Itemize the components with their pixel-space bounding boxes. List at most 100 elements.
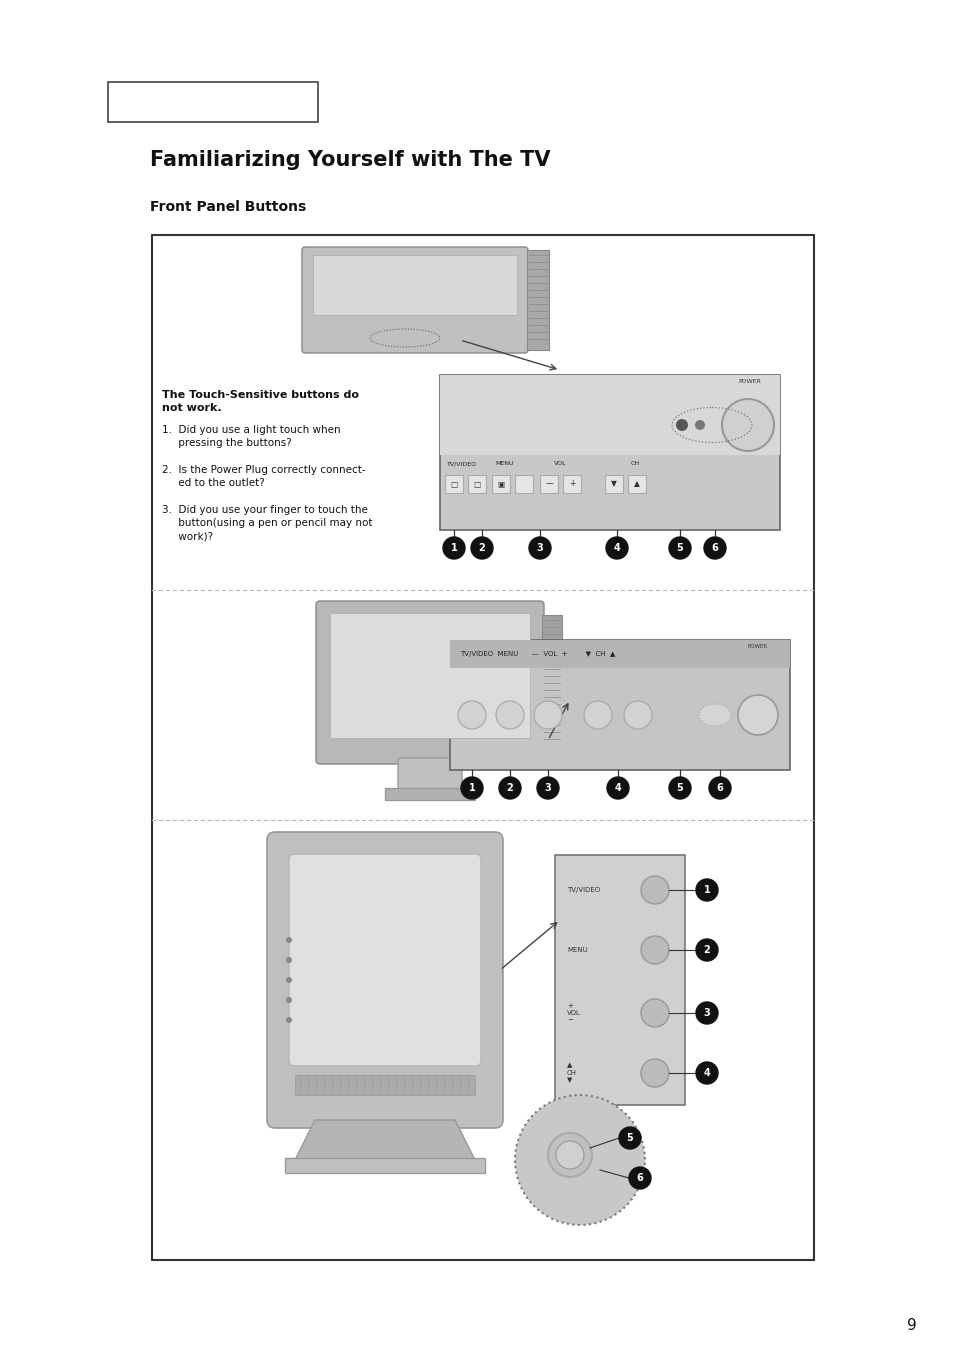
Text: 3: 3 [536, 543, 543, 553]
Circle shape [496, 701, 523, 730]
Bar [108, 82, 317, 122]
Circle shape [286, 957, 292, 963]
Circle shape [556, 1142, 583, 1169]
Text: 5: 5 [676, 784, 682, 793]
Circle shape [457, 701, 485, 730]
Circle shape [696, 939, 718, 961]
Text: 2: 2 [506, 784, 513, 793]
Circle shape [618, 1127, 640, 1148]
Text: 4: 4 [614, 784, 620, 793]
Text: 5: 5 [676, 543, 682, 553]
Text: 6: 6 [636, 1173, 642, 1183]
Circle shape [696, 1062, 718, 1084]
Text: 1: 1 [468, 784, 475, 793]
Circle shape [606, 777, 628, 798]
Text: 3: 3 [703, 1008, 710, 1019]
Bar [555, 855, 684, 1105]
Bar [515, 476, 533, 493]
Text: 1: 1 [450, 543, 456, 553]
Bar [444, 476, 462, 493]
Text: ▲
CH
▼: ▲ CH ▼ [566, 1062, 577, 1084]
Bar [526, 250, 548, 350]
Text: ▼: ▼ [611, 480, 617, 489]
Bar [294, 1075, 475, 1096]
Circle shape [695, 420, 704, 430]
Circle shape [286, 938, 292, 943]
Circle shape [738, 694, 778, 735]
Circle shape [547, 1133, 592, 1177]
Text: 4: 4 [613, 543, 619, 553]
Text: MENU: MENU [566, 947, 587, 952]
Text: 6: 6 [711, 543, 718, 553]
Circle shape [640, 936, 668, 965]
Bar [541, 615, 561, 750]
Text: +
VOL
−: + VOL − [566, 1002, 580, 1024]
Bar [152, 235, 813, 1260]
Circle shape [696, 880, 718, 901]
Bar [492, 476, 510, 493]
Circle shape [286, 977, 292, 984]
Circle shape [628, 1167, 650, 1189]
Text: 1.  Did you use a light touch when
     pressing the buttons?: 1. Did you use a light touch when pressi… [162, 426, 340, 449]
FancyBboxPatch shape [302, 247, 527, 353]
Text: TV/VIDEO: TV/VIDEO [566, 888, 599, 893]
Circle shape [537, 777, 558, 798]
Circle shape [623, 701, 651, 730]
Text: Familiarizing Yourself with The TV: Familiarizing Yourself with The TV [150, 150, 550, 170]
Circle shape [286, 1017, 292, 1023]
Text: ▣: ▣ [497, 480, 504, 489]
Text: POWER: POWER [747, 644, 767, 648]
Text: POWER: POWER [738, 380, 760, 384]
Circle shape [534, 701, 561, 730]
Bar [562, 476, 580, 493]
Bar [627, 476, 645, 493]
Text: 6: 6 [716, 784, 722, 793]
Text: The Touch-Sensitive buttons do
not work.: The Touch-Sensitive buttons do not work. [162, 390, 358, 413]
Bar [468, 476, 485, 493]
Polygon shape [294, 1120, 475, 1161]
Circle shape [708, 777, 730, 798]
Circle shape [498, 777, 520, 798]
Circle shape [515, 1096, 644, 1225]
Text: 2.  Is the Power Plug correctly connect-
     ed to the outlet?: 2. Is the Power Plug correctly connect- … [162, 465, 365, 488]
Text: ▲: ▲ [634, 480, 639, 489]
Text: 2: 2 [478, 543, 485, 553]
Text: □: □ [473, 480, 480, 489]
Text: +: + [568, 480, 575, 489]
FancyBboxPatch shape [315, 601, 543, 765]
Circle shape [640, 998, 668, 1027]
Circle shape [696, 1002, 718, 1024]
Text: 2: 2 [703, 944, 710, 955]
Text: □: □ [450, 480, 457, 489]
Bar [330, 613, 530, 738]
Text: TV/VIDEO  MENU      —  VOL  +        ▼  CH  ▲: TV/VIDEO MENU — VOL + ▼ CH ▲ [459, 651, 615, 657]
Circle shape [529, 536, 551, 559]
Text: 5: 5 [626, 1133, 633, 1143]
Circle shape [676, 419, 687, 431]
Bar [450, 640, 789, 770]
Circle shape [583, 701, 612, 730]
Text: TV/VIDEO: TV/VIDEO [446, 461, 476, 466]
Text: 3.  Did you use your finger to touch the
     button(using a pen or pencil may n: 3. Did you use your finger to touch the … [162, 505, 372, 542]
FancyBboxPatch shape [397, 758, 461, 792]
Bar [439, 376, 780, 455]
Text: —: — [544, 480, 552, 489]
Text: MENU: MENU [496, 461, 514, 466]
Bar [604, 476, 622, 493]
Circle shape [668, 777, 690, 798]
Bar [285, 1158, 484, 1173]
Bar [385, 788, 475, 800]
Text: 9: 9 [906, 1317, 916, 1332]
Circle shape [640, 1059, 668, 1088]
Circle shape [442, 536, 464, 559]
FancyBboxPatch shape [267, 832, 502, 1128]
Circle shape [286, 997, 292, 1002]
Bar [439, 376, 780, 530]
Text: VOL: VOL [553, 461, 566, 466]
Circle shape [460, 777, 482, 798]
FancyBboxPatch shape [289, 854, 480, 1066]
Bar [313, 255, 517, 315]
Bar [539, 476, 558, 493]
Text: Front Panel Buttons: Front Panel Buttons [150, 200, 306, 213]
Ellipse shape [699, 704, 730, 725]
